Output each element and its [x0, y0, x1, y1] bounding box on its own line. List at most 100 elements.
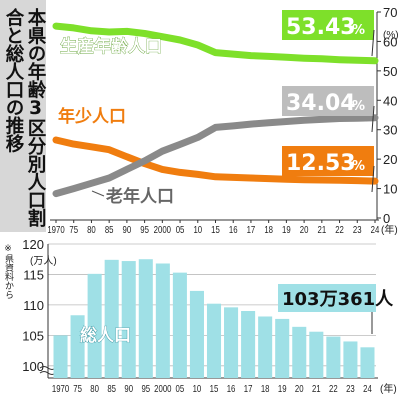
y-tick-label: 120 — [22, 237, 44, 252]
series-line-working_age — [52, 22, 379, 65]
callout-box-young — [282, 146, 374, 176]
population-bar — [292, 326, 307, 378]
series-name-working_age: 生産年齢人口 — [60, 36, 162, 57]
x-tick-label: 18 — [264, 224, 273, 235]
x-tick-label: 21 — [312, 383, 321, 394]
y-tick-label: 105 — [22, 328, 44, 343]
callout-value-working_age: 53.43 — [286, 15, 356, 40]
y-tick-label: 115 — [23, 267, 44, 282]
callout-pointer-working_age — [371, 29, 375, 57]
population-bar — [189, 290, 204, 378]
y-unit-label: (万人) — [30, 255, 57, 267]
x-tick-label: 10 — [193, 224, 202, 235]
x-tick-label: 19 — [278, 383, 287, 394]
x-unit-label: (年) — [381, 223, 398, 236]
population-bar — [53, 335, 68, 378]
population-bar — [104, 259, 119, 378]
x-tick-label: 23 — [346, 383, 355, 394]
population-bar — [155, 263, 170, 378]
x-tick-label: 17 — [244, 383, 253, 394]
y-unit-label: (%) — [383, 30, 399, 41]
x-tick-label: 15 — [211, 224, 220, 235]
page-title: 本県の年齢3区分別人口割合と総人口の推移 — [0, 0, 46, 232]
x-unit-label: (年) — [380, 382, 397, 395]
callout-box-elderly — [282, 86, 374, 116]
y-tick-label: 70 — [383, 5, 397, 20]
x-tick-label: 1970 — [47, 224, 64, 235]
y-tick-label: 20 — [383, 152, 397, 167]
population-bar — [343, 341, 358, 378]
x-tick-label: 24 — [371, 224, 380, 235]
population-bar — [206, 303, 222, 378]
population-bar — [87, 273, 102, 378]
x-tick-label: 85 — [107, 383, 116, 394]
series-line-elderly — [52, 114, 379, 198]
source-note: ※県資料から — [3, 244, 13, 299]
series-line-young — [52, 136, 379, 185]
x-tick-label: 16 — [229, 224, 238, 235]
population-bar — [258, 316, 273, 378]
population-bar — [309, 331, 324, 378]
population-bar — [121, 261, 136, 378]
population-bar — [275, 318, 290, 378]
y-tick-label: 0 — [383, 211, 390, 226]
x-tick-label: 2000 — [154, 224, 171, 235]
x-tick-label: 22 — [335, 224, 344, 235]
x-tick-label: 05 — [176, 224, 185, 235]
x-tick-label: 18 — [261, 383, 270, 394]
x-tick-label: 22 — [329, 383, 338, 394]
callout-value-elderly: 34.04 — [286, 91, 356, 116]
x-tick-label: 90 — [124, 383, 133, 394]
population-bar — [138, 259, 153, 378]
elderly-leader-line — [91, 190, 105, 197]
callout-unit-working_age: % — [352, 23, 365, 38]
population-bar — [326, 336, 341, 378]
callout-value-young: 12.53 — [286, 151, 356, 176]
x-tick-label: 85 — [105, 224, 114, 235]
callout-pointer-young — [371, 165, 375, 193]
x-tick-label: 17 — [247, 224, 256, 235]
x-tick-label: 95 — [140, 224, 149, 235]
y-tick-label: 40 — [383, 93, 397, 108]
y-tick-label: 10 — [383, 182, 397, 197]
x-tick-label: 24 — [363, 383, 372, 394]
callout-box-working_age — [282, 10, 374, 40]
x-tick-label: 90 — [123, 224, 132, 235]
x-tick-label: 20 — [300, 224, 309, 235]
x-tick-label: 16 — [227, 383, 236, 394]
ratio-line-chart: 0 10 20 30 40 50 60 70 (%) 1970 75 80 85 90 95 2000 05 10… — [47, 5, 398, 236]
y-tick-label: 60 — [383, 34, 397, 49]
x-tick-label: 1970 — [52, 383, 69, 394]
callout-box-population — [278, 284, 376, 312]
population-bar — [360, 347, 375, 378]
x-tick-label: 10 — [193, 383, 202, 394]
callout-unit-elderly: % — [352, 99, 365, 114]
x-tick-label: 2000 — [154, 383, 171, 394]
series-name-population: 総人口 — [80, 325, 131, 346]
y-tick-label: 50 — [383, 64, 397, 79]
y-tick-label: 110 — [23, 298, 44, 313]
callout-value-population: 103万361人 — [282, 289, 394, 310]
y-tick-label: 30 — [383, 123, 397, 138]
series-name-elderly: 老年人口 — [105, 186, 174, 207]
callout-pointer-elderly — [371, 105, 375, 133]
x-tick-label: 21 — [317, 224, 326, 235]
x-tick-label: 20 — [295, 383, 304, 394]
x-tick-label: 15 — [210, 383, 219, 394]
x-tick-label: 75 — [73, 383, 82, 394]
x-tick-label: 05 — [176, 383, 185, 394]
x-tick-label: 23 — [353, 224, 362, 235]
x-tick-label: 19 — [282, 224, 291, 235]
population-bar — [224, 307, 239, 378]
population-bar — [241, 311, 256, 378]
series-name-young: 年少人口 — [58, 106, 126, 127]
population-bar-chart: 100 105 110 115 120 (万人) 1970 75 80 85 90 95 2000 05 1… — [22, 237, 396, 395]
population-bar — [172, 272, 187, 378]
population-bar — [70, 315, 85, 378]
x-tick-label: 80 — [87, 224, 96, 235]
y-tick-label: 100 — [22, 359, 44, 374]
x-tick-label: 95 — [141, 383, 150, 394]
callout-unit-young: % — [352, 159, 365, 174]
x-tick-label: 80 — [90, 383, 99, 394]
